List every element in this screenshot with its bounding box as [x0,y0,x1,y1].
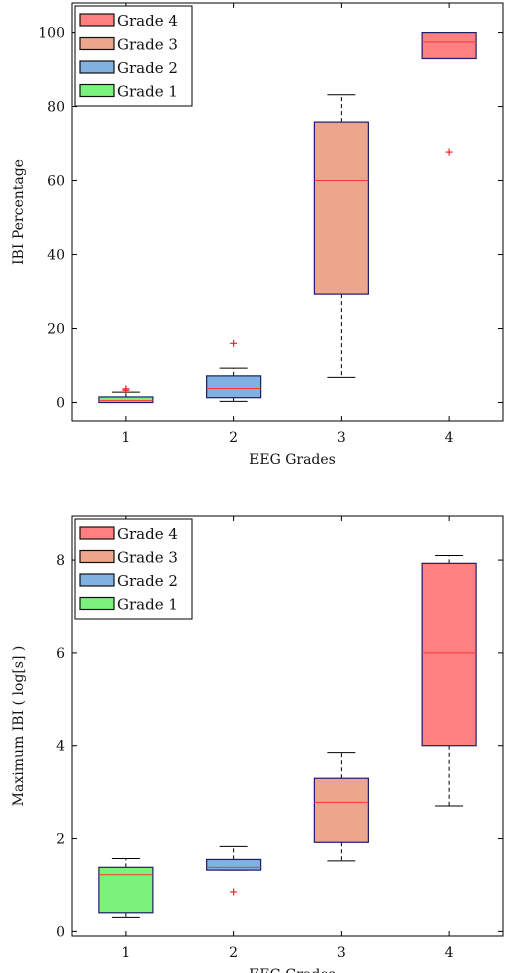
y-tick-label: 80 [47,100,65,116]
legend: Grade 4 Grade 3 Grade 2 Grade 1 [74,5,193,107]
y-tick-label: 6 [56,646,65,662]
box-grade-3 [313,94,369,378]
box-body [421,31,477,60]
x-tick-label: 3 [337,430,346,446]
y-axis-label: IBI Percentage [11,159,27,265]
box-body [421,562,477,747]
box-body [98,396,154,404]
x-tick-label: 1 [121,945,130,961]
x-tick-label: 2 [229,945,238,961]
y-tick-label: 8 [56,553,65,569]
box-grade-1 [98,385,154,404]
box-body [98,866,154,914]
y-axis-label: Maximum IBI ( log[s] ) [11,646,27,807]
legend: Grade 4 Grade 3 Grade 2 Grade 1 [74,518,193,620]
legend-entry: Grade 2 [117,59,178,77]
box-grade-4 [421,31,477,156]
legend-entry: Grade 4 [117,12,178,30]
outlier-marker [230,339,238,347]
chart-panel-2: 0 2 4 6 8 1 2 3 4 EEG Grades Maximum IBI ( log[s] … [11,515,504,973]
legend-entry: Grade 3 [117,36,178,54]
legend-swatch [79,13,115,27]
legend-entry: Grade 1 [117,83,178,101]
x-axis-label: EEG Grades [249,967,336,973]
legend-entry: Grade 3 [117,549,178,567]
x-tick-label: 4 [445,945,454,961]
box-body [206,858,262,871]
legend-entry: Grade 1 [117,596,178,614]
y-tick-label: 2 [56,832,65,848]
plot-frame [71,515,504,937]
x-tick-label: 1 [121,430,130,446]
legend-swatch [79,549,115,564]
box-grade-4 [421,554,477,807]
box-grade-3 [313,752,369,862]
box-grade-2 [206,339,262,402]
y-tick-label: 20 [47,322,65,338]
y-tick-label: 60 [47,174,65,190]
box-body [313,777,369,843]
x-tick-label: 2 [229,430,238,446]
legend-swatch [79,526,115,540]
y-tick-label: 100 [38,26,65,42]
box-body [313,121,369,295]
y-tick-label: 0 [56,924,65,940]
legend-entry: Grade 2 [117,572,178,590]
box-grade-1 [98,857,154,918]
box-grade-2 [206,845,262,896]
x-tick-label: 4 [445,430,454,446]
legend-swatch [79,60,115,74]
y-tick-label: 4 [56,739,65,755]
legend-swatch [79,573,115,587]
outlier-marker [122,385,130,393]
chart-panel-1: 0 20 40 60 80 100 1 2 3 4 EEG Grades IBI Percentage… [11,2,504,468]
x-tick-label: 3 [337,945,346,961]
legend-swatch [79,83,115,98]
y-tick-label: 40 [47,248,65,264]
x-axis-label: EEG Grades [249,452,336,468]
box-body [206,375,262,399]
outlier-marker [445,148,453,156]
legend-swatch [79,36,115,51]
legend-swatch [79,596,115,611]
outlier-marker [230,888,238,896]
y-tick-label: 0 [56,396,65,412]
legend-entry: Grade 4 [117,525,178,543]
plot-frame [71,2,504,422]
